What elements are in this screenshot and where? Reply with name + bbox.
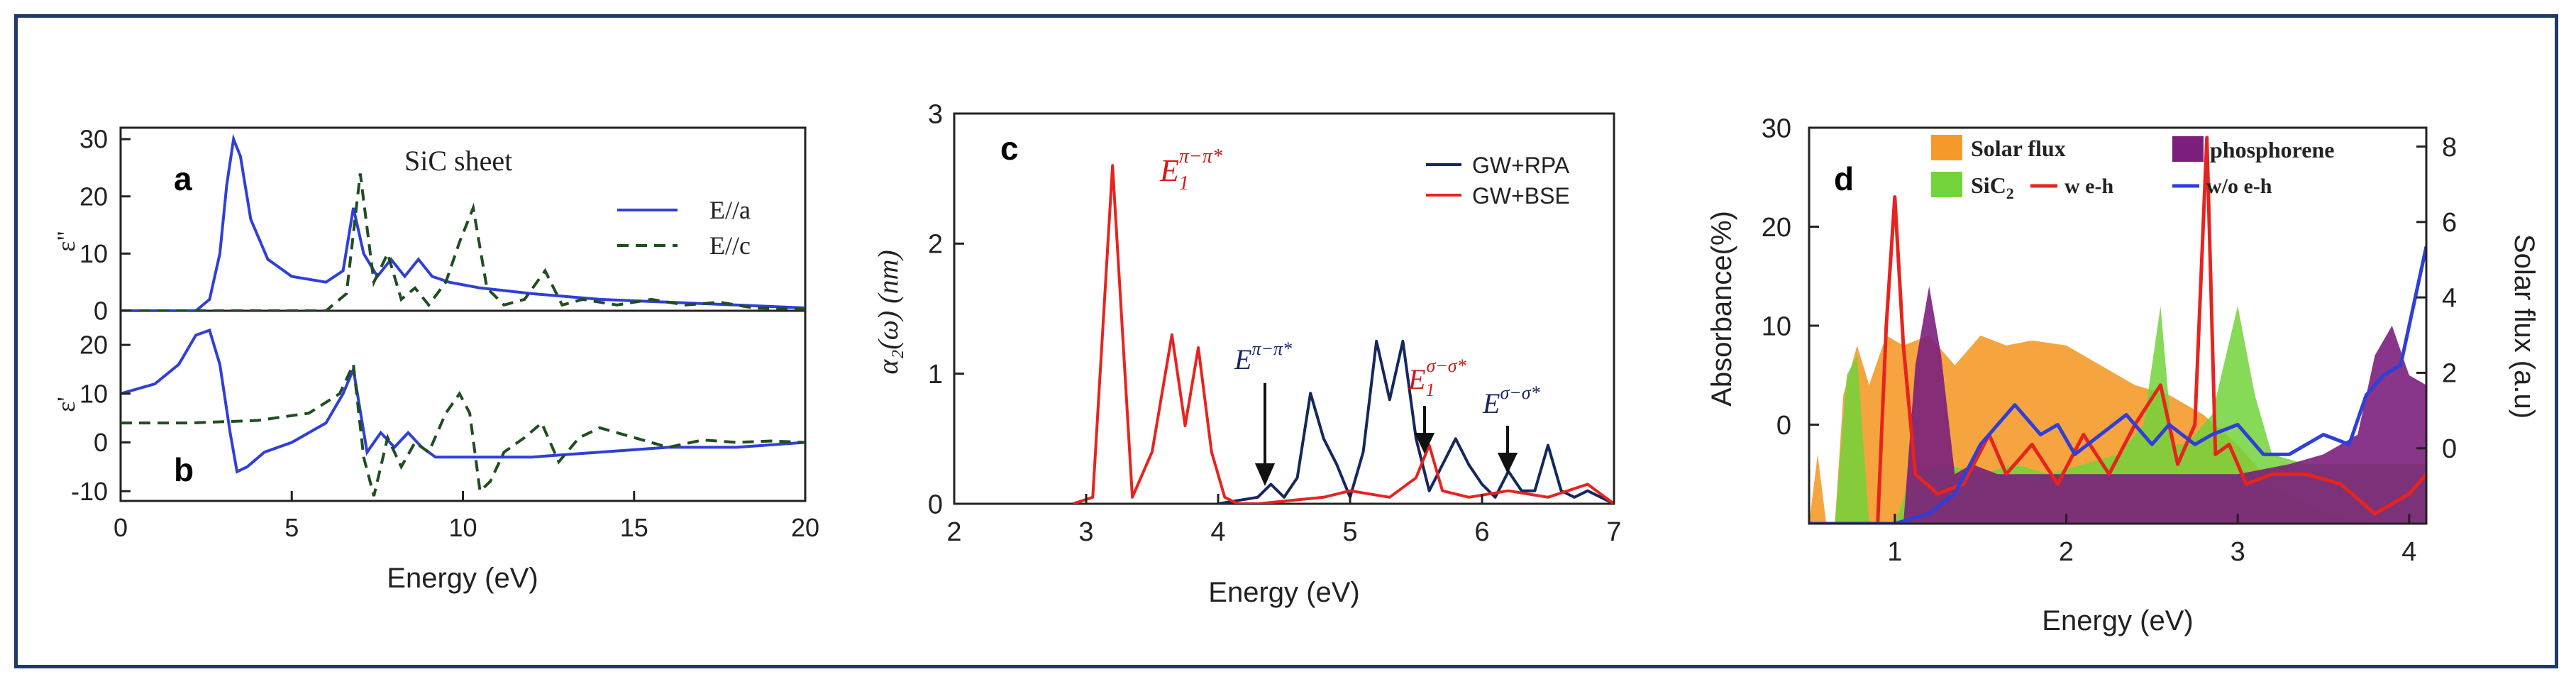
panel-d-ytick-label-2: 20 bbox=[1762, 213, 1791, 243]
panel-d-y2label: Solar flux (a.u) bbox=[2509, 234, 2540, 419]
annotation-arrows bbox=[1254, 383, 1518, 486]
panel-d-area-phosphorene bbox=[1809, 286, 2426, 524]
panel-d-ytick-label-3: 30 bbox=[1762, 114, 1791, 143]
legend-label-sic2: SiC2 bbox=[1971, 172, 2014, 202]
panel-c-frame bbox=[953, 112, 1615, 505]
panel-a-series-ea bbox=[121, 133, 805, 311]
panel-d-y2-ytick-label-3: 6 bbox=[2442, 208, 2457, 238]
panel-ab-xtick-label-4: 20 bbox=[791, 513, 819, 542]
panel-a-ytick-label-3: 30 bbox=[79, 125, 108, 154]
panel-c-ytick-label-3: 3 bbox=[928, 99, 943, 129]
panel-c-ytick-label-2: 2 bbox=[928, 230, 943, 260]
panel-c-series-gw-bse bbox=[1072, 164, 1614, 504]
panel-d-xtick-label-0: 1 bbox=[1887, 537, 1902, 567]
legend-label-gw-rpa: GW+RPA bbox=[1472, 153, 1570, 178]
panel-a-label: a bbox=[174, 160, 192, 197]
legend-swatch-phosphorene bbox=[2172, 136, 2204, 162]
panel-c-series-gw-rpa bbox=[1217, 339, 1614, 504]
panel-c-xlabel: Energy (eV) bbox=[1208, 577, 1359, 608]
legend-label-w-eh: w e-h bbox=[2064, 175, 2113, 198]
panel-c: 2 3 4 5 6 7 0 1 2 3 c Energy (eV) α₂(ω) (nm) GW+R… bbox=[872, 99, 1622, 608]
panel-c-xtick-label-0: 2 bbox=[946, 517, 961, 547]
panel-a-ylabel: ε" bbox=[52, 231, 80, 252]
panel-c-ytick-label-0: 0 bbox=[928, 490, 943, 519]
panel-c-ytick-label-1: 1 bbox=[928, 360, 943, 390]
panel-c-xtick-label-3: 5 bbox=[1342, 517, 1357, 547]
panel-b-series bbox=[121, 328, 805, 497]
legend-swatch-solar-flux bbox=[1931, 135, 1962, 160]
panel-d-xtick-label-2: 3 bbox=[2230, 537, 2245, 567]
annotation-e-pi-pi: Eπ−π* bbox=[1234, 338, 1292, 375]
panel-d-y2-ytick-label-0: 0 bbox=[2442, 434, 2457, 464]
panel-a-series-ec bbox=[121, 173, 805, 311]
panel-c-series bbox=[1072, 164, 1614, 504]
panel-a-ytick-label-0: 0 bbox=[94, 297, 108, 326]
panel-a-ytick-label-1: 10 bbox=[79, 239, 108, 268]
legend-label-gw-bse: GW+BSE bbox=[1472, 183, 1570, 209]
panel-c-xtick-label-4: 6 bbox=[1474, 517, 1489, 547]
panel-b-series-ea bbox=[121, 328, 805, 474]
annotation-e1-pi-pi: E1π−π* bbox=[1159, 145, 1222, 194]
arrow-e-pi-head bbox=[1254, 463, 1276, 486]
panel-d: 1 2 3 4 0 10 20 30 0 2 4 6 8 d Energy (eV) Absorbanc… bbox=[1706, 114, 2540, 636]
panel-d-series bbox=[1809, 136, 2426, 524]
panel-c-xtick-label-2: 4 bbox=[1210, 517, 1225, 547]
panel-d-label: d bbox=[1834, 160, 1854, 197]
panel-b-ytick-label-2: 10 bbox=[79, 379, 108, 408]
panel-b-series-ec bbox=[121, 359, 805, 497]
annotation-e-sigma-sigma: Eσ−σ* bbox=[1482, 382, 1540, 419]
panel-c-ylabel: α₂(ω) (nm) bbox=[872, 250, 904, 374]
panel-d-ticks: 1 2 3 4 0 10 20 30 0 2 4 6 8 bbox=[1762, 114, 2457, 567]
figure-frame bbox=[14, 14, 2558, 668]
annotation-e1-sigma-sigma: E1σ−σ* bbox=[1408, 355, 1466, 400]
panel-d-y2-ytick-label-2: 4 bbox=[2442, 283, 2457, 313]
panel-d-line-w-eh bbox=[1809, 136, 2426, 524]
panel-d-xlabel: Energy (eV) bbox=[2042, 605, 2193, 636]
legend-label-ea: E//a bbox=[709, 196, 751, 224]
panel-b-ytick-label-3: 20 bbox=[79, 331, 108, 360]
panel-b-ytick-label-0: -10 bbox=[71, 477, 108, 506]
panel-d-xtick-label-3: 4 bbox=[2401, 537, 2416, 567]
panel-d-ylabel: Absorbance(%) bbox=[1706, 211, 1737, 407]
panel-c-xtick-label-5: 7 bbox=[1606, 517, 1621, 547]
panel-c-ticks: 2 3 4 5 6 7 0 1 2 3 bbox=[928, 99, 1622, 547]
panel-c-label: c bbox=[1000, 130, 1019, 167]
panel-a-title: SiC sheet bbox=[404, 145, 512, 177]
panel-d-xtick-label-1: 2 bbox=[2059, 537, 2074, 567]
legend-label-solar-flux: Solar flux bbox=[1971, 136, 2066, 161]
panel-ab-xlabel: Energy (eV) bbox=[387, 563, 538, 594]
panel-d-y2-ytick-label-1: 2 bbox=[2442, 359, 2457, 389]
legend-label-wo-eh: w/o e-h bbox=[2206, 175, 2272, 198]
arrow-e1-sigma-head bbox=[1414, 433, 1435, 454]
legend-label-ec: E//c bbox=[709, 231, 751, 260]
panel-a-ytick-label-2: 20 bbox=[79, 182, 108, 211]
panel-ab-xtick-label-0: 0 bbox=[114, 513, 128, 542]
panel-c-xtick-label-1: 3 bbox=[1078, 517, 1093, 547]
panel-b-frame bbox=[119, 309, 807, 502]
panel-ab-xtick-label-3: 15 bbox=[620, 513, 648, 542]
panel-d-line-wo-eh bbox=[1809, 246, 2426, 524]
panel-d-y2-ytick-label-4: 8 bbox=[2442, 133, 2457, 162]
panel-ab-xtick-label-1: 5 bbox=[284, 513, 299, 542]
panel-d-ytick-label-1: 10 bbox=[1762, 311, 1791, 341]
arrow-e-sigma-head bbox=[1497, 453, 1518, 474]
panel-b-label: b bbox=[174, 451, 194, 488]
legend-swatch-sic2 bbox=[1931, 172, 1962, 197]
panel-a-series bbox=[121, 133, 805, 311]
panel-b-ylabel: ε' bbox=[52, 397, 80, 412]
legend-label-phosphorene: phosphorene bbox=[2210, 137, 2334, 162]
panel-ab-xtick-label-2: 10 bbox=[448, 513, 477, 542]
panel-d-ytick-label-0: 0 bbox=[1776, 411, 1791, 441]
panel-b-ytick-label-1: 0 bbox=[94, 428, 108, 457]
